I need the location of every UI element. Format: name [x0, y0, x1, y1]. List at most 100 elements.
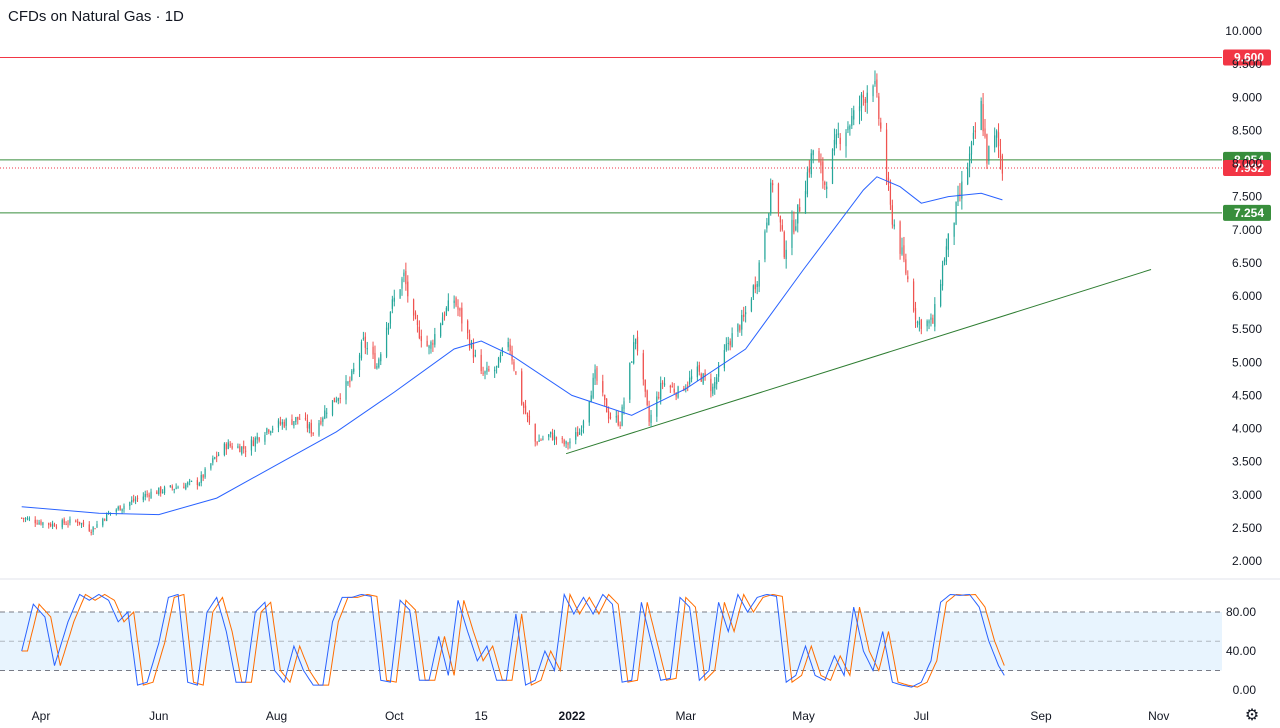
candle[interactable] — [580, 425, 583, 436]
candle[interactable] — [885, 122, 888, 186]
candle[interactable] — [928, 319, 930, 330]
candle[interactable] — [526, 412, 529, 423]
candle[interactable] — [277, 418, 280, 433]
candle[interactable] — [602, 374, 604, 397]
candle[interactable] — [389, 311, 392, 329]
candle[interactable] — [524, 399, 527, 415]
candle[interactable] — [65, 521, 67, 526]
candle[interactable] — [636, 330, 639, 356]
candle[interactable] — [374, 345, 376, 370]
candle[interactable] — [78, 521, 81, 526]
candle[interactable] — [28, 516, 31, 522]
candle[interactable] — [907, 270, 909, 283]
price-pane[interactable] — [0, 57, 1280, 580]
candle[interactable] — [671, 382, 673, 388]
candle[interactable] — [770, 178, 772, 216]
candle[interactable] — [34, 516, 36, 527]
candle[interactable] — [322, 416, 324, 427]
candle[interactable] — [972, 125, 975, 146]
candle[interactable] — [428, 344, 430, 355]
candle[interactable] — [831, 148, 834, 185]
candle[interactable] — [443, 311, 446, 321]
candle[interactable] — [849, 124, 851, 136]
candle[interactable] — [177, 485, 179, 489]
candles[interactable] — [21, 70, 1004, 536]
candle[interactable] — [318, 419, 320, 437]
candle[interactable] — [61, 518, 63, 530]
candle[interactable] — [534, 423, 536, 447]
candle[interactable] — [439, 322, 442, 338]
moving-average-line[interactable] — [21, 176, 1003, 516]
price-axis[interactable]: 9.6008.0547.2547.9322.0002.5003.0003.500… — [1223, 24, 1271, 697]
stochastic-k-line[interactable] — [21, 592, 1005, 688]
candle[interactable] — [90, 529, 92, 536]
candle[interactable] — [264, 431, 266, 445]
candle[interactable] — [710, 373, 712, 398]
candle[interactable] — [26, 516, 29, 521]
candle[interactable] — [567, 441, 569, 450]
candle[interactable] — [656, 391, 658, 422]
candle[interactable] — [914, 301, 917, 328]
candle[interactable] — [555, 436, 558, 445]
candle[interactable] — [430, 340, 432, 354]
candle[interactable] — [592, 373, 594, 400]
candle[interactable] — [324, 405, 326, 420]
candle[interactable] — [320, 417, 322, 426]
candle[interactable] — [945, 238, 948, 265]
candle[interactable] — [63, 517, 65, 525]
candle[interactable] — [281, 419, 283, 430]
candle[interactable] — [189, 478, 191, 486]
candle[interactable] — [229, 441, 231, 448]
candle[interactable] — [129, 501, 131, 510]
candle[interactable] — [737, 323, 739, 337]
candle[interactable] — [729, 338, 731, 351]
candle[interactable] — [163, 485, 166, 495]
candle[interactable] — [198, 481, 200, 487]
candle[interactable] — [874, 70, 876, 87]
candle[interactable] — [970, 140, 973, 164]
candle[interactable] — [82, 519, 85, 528]
candle[interactable] — [750, 297, 753, 313]
candle[interactable] — [590, 390, 592, 403]
candle[interactable] — [291, 414, 293, 426]
candle[interactable] — [403, 269, 405, 283]
candle[interactable] — [488, 365, 490, 372]
candle[interactable] — [40, 519, 42, 526]
candle[interactable] — [362, 331, 365, 341]
candle[interactable] — [569, 438, 571, 449]
candle[interactable] — [146, 490, 148, 498]
candle[interactable] — [399, 289, 401, 299]
candle[interactable] — [405, 262, 407, 291]
candle[interactable] — [878, 92, 880, 126]
candle[interactable] — [250, 436, 253, 456]
candle[interactable] — [812, 149, 814, 164]
candle[interactable] — [212, 455, 214, 466]
candle[interactable] — [716, 374, 718, 390]
candle[interactable] — [731, 327, 733, 348]
candle[interactable] — [521, 368, 523, 406]
candle[interactable] — [202, 474, 204, 482]
candle[interactable] — [121, 508, 123, 514]
candle[interactable] — [77, 518, 79, 527]
candle[interactable] — [994, 127, 996, 153]
candle[interactable] — [783, 230, 785, 260]
candle[interactable] — [806, 166, 809, 198]
candle[interactable] — [528, 410, 531, 425]
candle[interactable] — [38, 519, 40, 525]
candle[interactable] — [347, 380, 349, 386]
candle[interactable] — [94, 527, 96, 530]
candle[interactable] — [426, 335, 428, 347]
candle[interactable] — [53, 522, 56, 527]
candle[interactable] — [67, 520, 69, 528]
candle[interactable] — [953, 222, 955, 245]
candle[interactable] — [96, 520, 98, 528]
candle[interactable] — [484, 370, 486, 380]
candle[interactable] — [891, 199, 893, 229]
candle[interactable] — [190, 480, 193, 482]
candle[interactable] — [633, 334, 635, 365]
candle[interactable] — [92, 526, 94, 535]
candle[interactable] — [785, 240, 787, 269]
candle[interactable] — [75, 519, 77, 523]
candle[interactable] — [414, 310, 417, 320]
candle[interactable] — [23, 517, 25, 523]
